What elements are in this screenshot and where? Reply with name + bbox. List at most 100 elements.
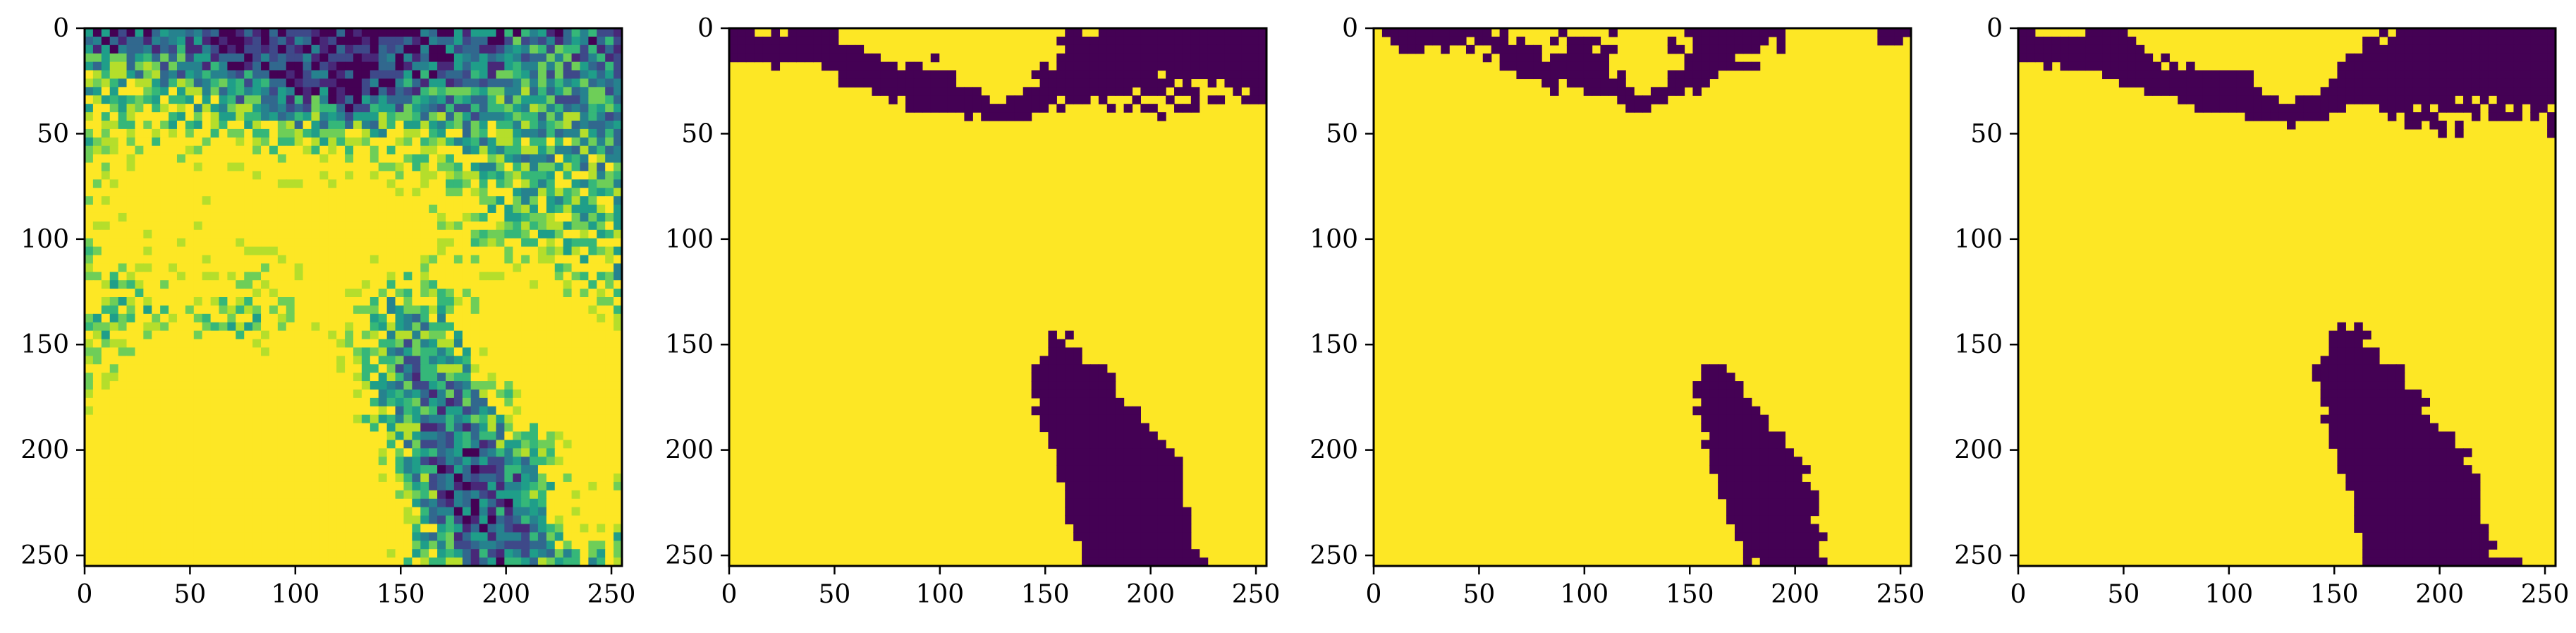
heatmap-cell [370, 313, 379, 323]
heatmap-cell [126, 95, 136, 104]
heatmap-cell [286, 330, 295, 340]
heatmap-cell [176, 322, 186, 332]
heatmap-cell [530, 490, 539, 500]
heatmap-cell [236, 457, 245, 466]
heatmap-cell [504, 154, 513, 164]
heatmap-cell [546, 128, 556, 138]
heatmap-cell [345, 406, 354, 416]
heatmap-cell [571, 28, 581, 37]
heatmap-cell [412, 532, 421, 541]
heatmap-cell [571, 515, 581, 525]
heatmap-cell [294, 137, 304, 147]
heatmap-cell [453, 263, 463, 272]
heatmap-cell [353, 423, 362, 433]
heatmap-cell [563, 364, 573, 373]
heatmap-cell [118, 289, 128, 298]
heatmap-cell [395, 423, 405, 433]
heatmap-cell [286, 524, 295, 533]
heatmap-cell [1056, 465, 1066, 474]
heatmap-cell [453, 465, 463, 474]
heatmap-cell [513, 507, 522, 517]
heatmap-cell [1115, 457, 1125, 466]
heatmap-cell [152, 263, 161, 272]
heatmap-cell [437, 36, 446, 46]
heatmap-cell [437, 280, 446, 289]
heatmap-cell [580, 305, 589, 315]
heatmap-cell [193, 128, 203, 138]
heatmap-cell [537, 397, 547, 407]
heatmap-cell [1575, 61, 1585, 71]
heatmap-cell [386, 120, 396, 130]
heatmap-cell [345, 87, 354, 96]
heatmap-cell [1174, 465, 1183, 474]
heatmap-cell [588, 179, 597, 188]
heatmap-cell [92, 171, 102, 180]
heatmap-cell [311, 330, 320, 340]
heatmap-cell [345, 515, 354, 525]
heatmap-cell [202, 280, 212, 289]
heatmap-cell [605, 414, 614, 424]
heatmap-cell [445, 280, 455, 289]
heatmap-cell [185, 212, 195, 222]
heatmap-cell [202, 272, 212, 281]
heatmap-cell [554, 305, 564, 315]
heatmap-cell [420, 255, 429, 264]
heatmap-cell [135, 313, 144, 323]
heatmap-cell [521, 330, 530, 340]
heatmap-cell [412, 95, 421, 104]
heatmap-cell [361, 95, 371, 104]
heatmap-cell [160, 448, 169, 457]
heatmap-cell [85, 414, 94, 424]
heatmap-cell [101, 229, 111, 239]
heatmap-cell [487, 339, 497, 349]
heatmap-cell [277, 188, 287, 197]
heatmap-cell [353, 128, 362, 138]
heatmap-cell [521, 474, 530, 483]
heatmap-cell [530, 87, 539, 96]
heatmap-cell [1224, 44, 1233, 54]
heatmap-cell [496, 532, 505, 541]
heatmap-cell [370, 322, 379, 332]
heatmap-cell [462, 474, 472, 483]
heatmap-cell [1182, 557, 1192, 566]
heatmap-cell [244, 524, 253, 533]
heatmap-cell [487, 196, 497, 205]
heatmap-cell [496, 330, 505, 340]
heatmap-cell [462, 28, 472, 37]
heatmap-cell [1759, 28, 1769, 37]
heatmap-cell [479, 423, 489, 433]
heatmap-cell [412, 221, 421, 231]
heatmap-cell [1149, 440, 1158, 449]
heatmap-cell [588, 128, 597, 138]
heatmap-cell [319, 70, 329, 80]
heatmap-cell [361, 423, 371, 433]
heatmap-cell [546, 120, 556, 130]
heatmap-cell [1207, 44, 1217, 54]
heatmap-cell [370, 78, 379, 88]
heatmap-cell [597, 196, 606, 205]
heatmap-cell [202, 137, 212, 147]
heatmap-cell [453, 423, 463, 433]
heatmap-cell [1592, 61, 1601, 71]
heatmap-cell [244, 28, 253, 37]
heatmap-cell [169, 364, 178, 373]
heatmap-cell [1166, 557, 1175, 566]
heatmap-cell [269, 305, 279, 315]
heatmap-cell [152, 171, 161, 180]
heatmap-cell [143, 507, 152, 517]
heatmap-cell [370, 507, 379, 517]
heatmap-cell [420, 53, 429, 63]
heatmap-cell [554, 330, 564, 340]
heatmap-cell [202, 465, 212, 474]
heatmap-cell [930, 95, 940, 104]
heatmap-cell [244, 229, 253, 239]
heatmap-cell [202, 498, 212, 508]
heatmap-cell [210, 313, 220, 323]
heatmap-cell [1675, 44, 1685, 54]
heatmap-cell [420, 448, 429, 457]
heatmap-cell [554, 322, 564, 332]
heatmap-cell [101, 498, 111, 508]
heatmap-cell [453, 313, 463, 323]
heatmap-cell [227, 104, 236, 113]
heatmap-cell [487, 154, 497, 164]
